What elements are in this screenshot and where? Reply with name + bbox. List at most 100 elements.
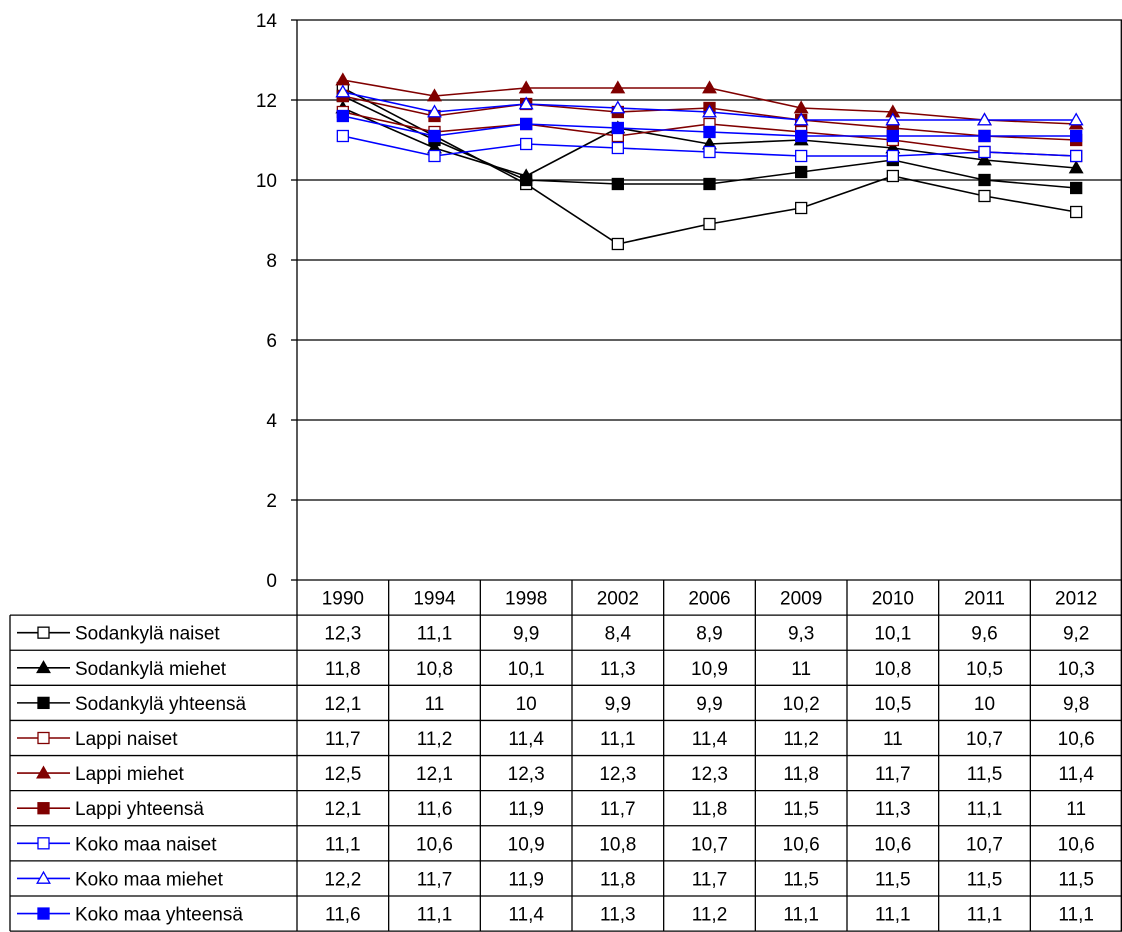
point-sodankylä-yhteensä-2012 [1070,181,1083,195]
x-tick-label-2002: 2002 [597,589,639,610]
table-cell-sodankylä-miehet-1990: 11,8 [325,659,361,680]
table-cell-lappi-yhteensä-2009: 11,5 [783,799,819,820]
point-koko-maa-miehet-2011 [977,112,992,126]
table-cell-koko-maa-yhteensä-1994: 11,1 [417,905,453,926]
y-tick-label-14: 14 [256,11,278,32]
table-cell-sodankylä-naiset-1998: 9,9 [513,624,539,645]
point-lappi-miehet-1990 [335,72,351,86]
legend-label-lappi-yhteensä: Lappi yhteensä [75,799,204,820]
table-cell-lappi-yhteensä-2011: 11,1 [967,799,1003,820]
table-cell-sodankylä-naiset-2002: 8,4 [605,624,632,645]
point-koko-maa-naiset-1990 [336,129,349,143]
table-cell-lappi-naiset-2002: 11,1 [600,729,636,750]
point-lappi-miehet-1994 [427,88,442,102]
data-table: 1990 1994 1998 2002 2006 2009 2010 2011 2012Soda… [9,20,1122,932]
table-cell-koko-maa-miehet-2009: 11,5 [783,869,819,890]
table-cell-lappi-naiset-2011: 10,7 [966,729,1003,750]
table-cell-koko-maa-yhteensä-2010: 11,1 [875,905,911,926]
table-cell-koko-maa-miehet-2011: 11,5 [967,869,1003,890]
table-cell-sodankylä-yhteensä-2002: 9,9 [605,694,631,715]
x-tick-label-2011: 2011 [964,589,1005,610]
table-cell-koko-maa-yhteensä-2012: 11,1 [1058,905,1094,926]
table-cell-lappi-naiset-1994: 11,2 [417,729,453,750]
table-cell-sodankylä-naiset-2009: 9,3 [788,624,814,645]
x-tick-label-2006: 2006 [688,589,730,610]
legend-label-koko-maa-yhteensä: Koko maa yhteensä [75,905,243,926]
point-koko-maa-naiset-2006 [703,145,716,159]
y-tick-label-0: 0 [266,571,277,592]
point-koko-maa-miehet-2002 [610,100,626,114]
table-cell-lappi-naiset-2006: 11,4 [692,729,728,750]
legend-label-sodankylä-miehet: Sodankylä miehet [75,659,227,680]
x-tick-label-2010: 2010 [872,589,914,610]
point-sodankylä-naiset-2002 [611,237,624,251]
point-koko-maa-naiset-2012 [1070,149,1083,163]
x-tick-label-1998: 1998 [505,589,547,610]
point-lappi-miehet-1998 [518,80,534,94]
table-cell-sodankylä-naiset-2011: 9,6 [971,624,997,645]
table-cell-koko-maa-yhteensä-2011: 11,1 [967,905,1003,926]
y-tick-label-6: 6 [266,331,277,352]
table-cell-koko-maa-yhteensä-2006: 11,2 [692,905,728,926]
point-koko-maa-yhteensä-1994 [428,129,441,143]
point-sodankylä-yhteensä-2006 [703,177,716,191]
table-cell-lappi-yhteensä-2012: 11 [1066,799,1086,820]
table-cell-lappi-miehet-2009: 11,8 [783,764,819,785]
legend-label-sodankylä-yhteensä: Sodankylä yhteensä [75,694,247,715]
table-cell-lappi-miehet-2012: 11,4 [1058,764,1094,785]
x-tick-label-2009: 2009 [780,589,822,610]
x-tick-label-2012: 2012 [1055,589,1097,610]
point-lappi-miehet-2002 [610,80,626,94]
table-cell-koko-maa-naiset-2010: 10,6 [874,834,911,855]
table-cell-sodankylä-yhteensä-2012: 9,8 [1063,694,1089,715]
table-cell-sodankylä-miehet-2002: 11,3 [600,659,636,680]
table-cell-sodankylä-yhteensä-1990: 12,1 [324,694,361,715]
table-cell-lappi-yhteensä-1994: 11,6 [417,799,453,820]
point-koko-maa-naiset-2010 [886,149,899,163]
point-lappi-miehet-2006 [702,80,717,94]
point-koko-maa-yhteensä-2002 [611,121,624,135]
point-koko-maa-miehet-1990 [335,84,351,98]
table-cell-koko-maa-naiset-2009: 10,6 [783,834,820,855]
point-koko-maa-yhteensä-2006 [703,125,716,139]
point-koko-maa-naiset-2002 [611,141,624,155]
table-cell-koko-maa-naiset-2006: 10,7 [691,834,728,855]
point-sodankylä-yhteensä-2009 [795,165,808,179]
legend-key-marker-lappi-miehet [36,765,51,779]
table-cell-lappi-yhteensä-1998: 11,9 [508,799,544,820]
table-cell-koko-maa-yhteensä-2002: 11,3 [600,905,636,926]
point-sodankylä-naiset-2011 [978,189,991,203]
table-cell-sodankylä-yhteensä-2006: 9,9 [696,694,722,715]
table-cell-lappi-miehet-1998: 12,3 [508,764,545,785]
point-koko-maa-naiset-2009 [795,149,808,163]
point-koko-maa-miehet-2010 [885,112,901,126]
table-cell-sodankylä-miehet-2006: 10,9 [691,659,728,680]
legend-key-marker-koko-maa-naiset [37,837,50,850]
point-sodankylä-naiset-2006 [703,217,716,231]
table-cell-koko-maa-naiset-1998: 10,9 [508,834,545,855]
point-koko-maa-naiset-2011 [978,145,991,159]
table-cell-lappi-miehet-2006: 12,3 [691,764,728,785]
table-cell-lappi-naiset-2010: 11 [883,729,903,750]
table-cell-lappi-yhteensä-2010: 11,3 [875,799,911,820]
y-tick-label-10: 10 [256,171,277,192]
table-cell-lappi-yhteensä-2002: 11,7 [600,799,636,820]
series-lines [335,72,1084,251]
point-koko-maa-yhteensä-2011 [978,129,991,143]
x-tick-label-1990: 1990 [322,589,364,610]
table-cell-lappi-naiset-1998: 11,4 [508,729,544,750]
table-cell-koko-maa-miehet-2006: 11,7 [692,869,728,890]
table-cell-lappi-miehet-2011: 11,5 [967,764,1003,785]
point-sodankylä-naiset-2010 [886,169,899,183]
y-tick-label-2: 2 [266,491,277,512]
legend-label-lappi-naiset: Lappi naiset [75,729,178,750]
table-cell-sodankylä-yhteensä-2009: 10,2 [783,694,820,715]
table-cell-sodankylä-naiset-1990: 12,3 [324,624,361,645]
table-cell-sodankylä-naiset-2010: 10,1 [874,624,911,645]
table-cell-sodankylä-yhteensä-2010: 10,5 [874,694,911,715]
legend-key-marker-sodankylä-naiset [37,626,50,639]
table-cell-koko-maa-miehet-1990: 12,2 [324,869,361,890]
point-sodankylä-yhteensä-2002 [611,177,624,191]
point-koko-maa-naiset-1994 [428,149,441,163]
